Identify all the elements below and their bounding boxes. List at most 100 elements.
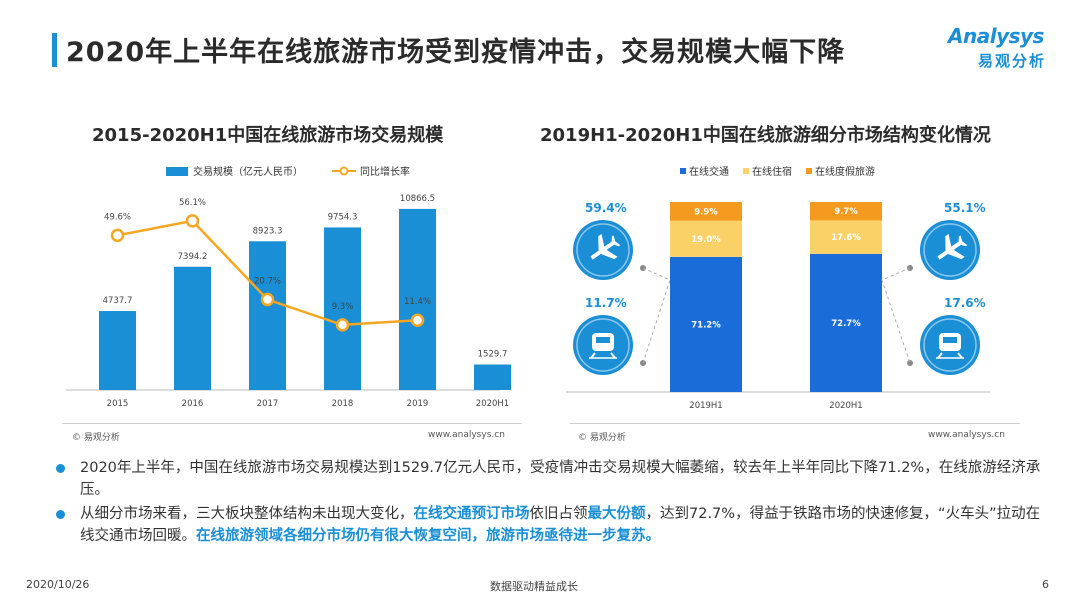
- right-source-note: © 易观分析: [578, 430, 626, 443]
- stack-value-label: 9.7%: [834, 207, 858, 217]
- train-window: [596, 337, 610, 343]
- train-leg: [937, 352, 943, 359]
- train-leg: [590, 352, 596, 359]
- stack-2020H1-0: [810, 253, 882, 392]
- legend-label-2: 在线度假旅游: [815, 165, 875, 178]
- logo-cn-text: 易观分析: [978, 52, 1047, 70]
- right-chart-title: 2019H1-2020H1中国在线旅游细分市场结构变化情况: [540, 125, 991, 146]
- brand-logo: Analysys 易观分析: [948, 24, 1058, 74]
- annotation-value: 17.6%: [944, 296, 986, 310]
- growth-value-label: 56.1%: [179, 198, 206, 208]
- copyright-icon: ©: [72, 433, 81, 443]
- connector-dot: [907, 360, 913, 366]
- bullet-text: 2020年上半年，中国在线旅游市场交易规模达到1529.7亿元人民币，受疫情冲击…: [80, 460, 1041, 498]
- train-icon: [589, 333, 617, 359]
- badge-ring: [923, 223, 977, 277]
- growth-point: [185, 214, 200, 228]
- bar-value-label: 4737.7: [103, 296, 133, 306]
- highlight-text: 在线交通预订市场: [413, 506, 530, 522]
- bullet-text: 依旧占领: [529, 506, 588, 522]
- legend-swatch-2: [806, 168, 812, 174]
- legend-label-growth: 同比增长率: [360, 165, 410, 178]
- left-source-note: © 易观分析: [72, 430, 120, 443]
- badge-ring: [576, 223, 630, 277]
- bar-2018: [324, 227, 361, 390]
- train-leg: [957, 352, 963, 359]
- annotation-value: 55.1%: [944, 201, 986, 215]
- stack-value-label: 71.2%: [691, 320, 721, 330]
- logo-wordmark: Analysys: [948, 24, 1044, 48]
- right-chart: 在线交通 在线住宿 在线度假旅游 71.2% 19.0% 9.9% 2019H1 72.7% 1…: [566, 165, 990, 411]
- stack-2020H1-2: [810, 202, 882, 221]
- left-chart-title: 2015-2020H1中国在线旅游市场交易规模: [92, 125, 444, 146]
- x-tick-label: 2019H1: [689, 401, 722, 411]
- bar-2015: [99, 311, 136, 390]
- train-leg: [610, 352, 616, 359]
- bullet-text: ，达到72.7%，得益于铁路市场的快速修复，“火车头”拉动在线交通市场回暖。: [80, 506, 1041, 544]
- stack-value-label: 9.9%: [694, 207, 718, 217]
- x-tick-label: 2017: [257, 399, 279, 409]
- bullet-item: 2020年上半年，中国在线旅游市场交易规模达到1529.7亿元人民币，受疫情冲击…: [52, 457, 1042, 501]
- page-number: 6: [1042, 578, 1049, 591]
- bullet-item: 从细分市场来看，三大板块整体结构未出现大变化，在线交通预订市场依旧占领最大份额，…: [52, 503, 1042, 547]
- badge-ring: [576, 318, 630, 372]
- bar-2019: [399, 208, 436, 390]
- growth-value-label: 20.7%: [254, 277, 281, 287]
- highlight-text: 在线旅游领域各细分市场仍有很大恢复空间，旅游市场亟待进一步复苏。: [196, 528, 660, 544]
- bar-2016: [174, 266, 211, 390]
- x-tick-label: 2018: [332, 399, 354, 409]
- connector-left: [642, 267, 671, 364]
- airplane-shape: [590, 233, 621, 260]
- stack-2019H1-0: [670, 256, 742, 392]
- legend-label-bar: 交易规模（亿元人民币）: [193, 165, 303, 178]
- growth-point: [335, 318, 350, 332]
- right-panel-divider: [570, 423, 1020, 424]
- stack-2020H1-1: [810, 220, 882, 254]
- left-source-url: www.analysys.cn: [428, 430, 505, 440]
- x-tick-label: 2019: [407, 399, 429, 409]
- bar-value-label: 10866.5: [400, 194, 435, 204]
- legend-swatch-bar: [166, 167, 188, 176]
- growth-value-label: 49.6%: [104, 212, 131, 222]
- stack-2019H1-1: [670, 220, 742, 257]
- copyright-icon: ©: [578, 433, 587, 443]
- legend-label-1: 在线住宿: [752, 165, 792, 178]
- bullet-text: 从细分市场来看，三大板块整体结构未出现大变化，: [80, 506, 414, 522]
- airplane-shape: [937, 233, 968, 260]
- legend-marker-growth: [339, 166, 349, 176]
- annotation-value: 11.7%: [585, 296, 627, 310]
- stack-value-label: 19.0%: [691, 235, 721, 245]
- right-source-label: 易观分析: [589, 433, 626, 443]
- title-accent-bar: [52, 33, 57, 67]
- stack-value-label: 72.7%: [831, 319, 861, 329]
- bar-value-label: 8923.3: [253, 226, 283, 236]
- x-tick-label: 2020H1: [829, 401, 862, 411]
- bar-value-label: 1529.7: [478, 350, 508, 360]
- annotation-value: 59.4%: [585, 201, 627, 215]
- left-source-label: 易观分析: [83, 433, 120, 443]
- bullet-dot: [56, 510, 65, 519]
- growth-value-label: 11.4%: [404, 297, 431, 307]
- bullet-dot: [56, 464, 65, 473]
- page-title: 2020年上半年在线旅游市场受到疫情冲击，交易规模大幅下降: [66, 37, 846, 68]
- train-window: [943, 337, 957, 343]
- footer-date: 2020/10/26: [26, 578, 90, 591]
- growth-point: [260, 292, 275, 307]
- badge-ring: [923, 318, 977, 372]
- right-source-url: www.analysys.cn: [928, 430, 1005, 440]
- stack-2019H1-2: [670, 202, 742, 221]
- bar-value-label: 9754.3: [328, 212, 358, 222]
- stack-value-label: 17.6%: [831, 233, 861, 243]
- bar-2020H1: [474, 364, 511, 390]
- left-panel-divider: [62, 423, 522, 424]
- left-chart: 交易规模（亿元人民币） 同比增长率 4737.7 2015 7394.2 2016 8923…: [66, 165, 511, 409]
- highlight-text: 最大份额: [587, 506, 646, 522]
- airplane-icon: [937, 233, 968, 260]
- x-tick-label: 2016: [182, 399, 204, 409]
- connector-right: [881, 267, 911, 364]
- x-tick-label: 2020H1: [476, 399, 509, 409]
- growth-point: [410, 313, 425, 327]
- growth-value-label: 9.3%: [332, 302, 354, 312]
- summary-bullets: 2020年上半年，中国在线旅游市场交易规模达到1529.7亿元人民币，受疫情冲击…: [52, 457, 1042, 549]
- train-icon: [936, 333, 964, 359]
